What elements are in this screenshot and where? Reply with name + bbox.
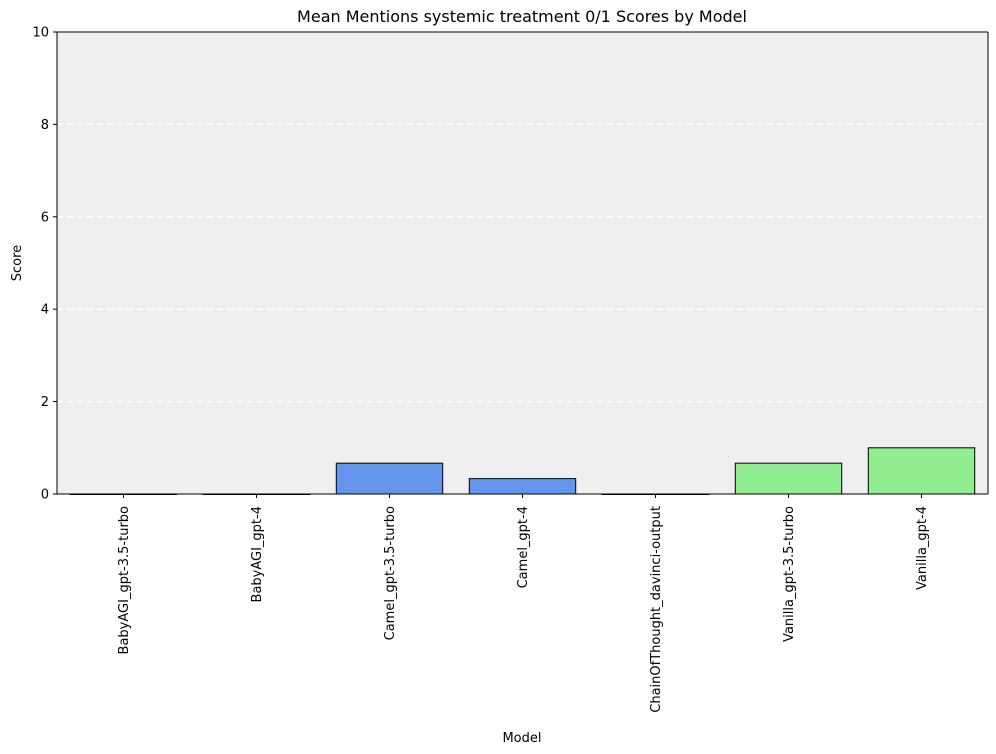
bar — [867, 447, 976, 495]
x-tick-label: BabyAGI_gpt-3.5-turbo — [117, 506, 132, 654]
y-tick-label: 4 — [41, 303, 49, 318]
x-tick-label: Camel_gpt-4 — [516, 506, 531, 588]
y-tick-label: 0 — [41, 488, 49, 503]
y-axis-label: Score — [10, 245, 25, 281]
y-tick-label: 10 — [32, 26, 49, 41]
x-tick-label: Vanilla_gpt-3.5-turbo — [782, 506, 797, 642]
y-tick-label: 6 — [41, 210, 49, 225]
x-tick-label: ChainOfThought_davinci-output — [649, 506, 664, 713]
bar — [335, 462, 444, 495]
x-ticks: BabyAGI_gpt-3.5-turbo BabyAGI_gpt-4 Camel_… — [117, 494, 930, 713]
grid-lines — [57, 123, 988, 403]
bar — [734, 462, 843, 495]
bar — [468, 478, 577, 495]
x-tick-label: BabyAGI_gpt-4 — [250, 506, 265, 602]
x-tick-label: Vanilla_gpt-4 — [915, 506, 930, 590]
bars — [69, 447, 976, 495]
plot-area — [57, 32, 988, 494]
y-tick-label: 2 — [41, 395, 49, 410]
chart-title: Mean Mentions systemic treatment 0/1 Sco… — [297, 7, 747, 26]
x-tick-label: Camel_gpt-3.5-turbo — [383, 506, 398, 640]
y-ticks: 0 2 4 6 8 10 — [32, 26, 57, 503]
x-axis-label: Model — [502, 731, 541, 746]
y-tick-label: 8 — [41, 118, 49, 133]
